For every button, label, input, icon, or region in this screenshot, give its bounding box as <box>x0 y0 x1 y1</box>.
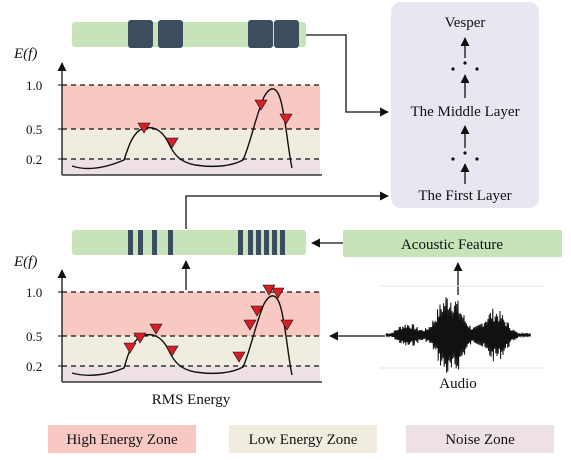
top-energy-plot: E(f) 1.0 0.5 0.2 <box>13 46 322 176</box>
vesper-label: Vesper <box>445 15 486 31</box>
mask-block <box>152 230 157 255</box>
legend-high-swatch <box>48 425 196 453</box>
mask-block <box>138 230 143 255</box>
top-feature-bar <box>72 20 306 48</box>
peak-marker <box>137 122 151 134</box>
peak-marker <box>123 342 137 354</box>
peak-marker <box>250 305 264 317</box>
peak-marker <box>254 99 268 111</box>
high-energy-zone <box>62 292 320 336</box>
acoustic-feature-box <box>343 230 562 257</box>
peak-marker <box>149 323 163 335</box>
noise-zone <box>62 159 320 175</box>
legend-noise-swatch <box>406 425 554 453</box>
energy-curve <box>71 88 293 170</box>
connector-arrow <box>306 34 389 117</box>
peak-marker <box>271 287 285 299</box>
y-axis-label: E(f) <box>13 46 37 62</box>
x-axis-label: RMS Energy <box>152 392 231 408</box>
mask-block <box>256 230 261 255</box>
mask-block <box>264 230 269 255</box>
connector-arrow <box>185 191 389 229</box>
y-tick-label: 0.2 <box>26 152 42 167</box>
y-axis-label: E(f) <box>13 254 37 270</box>
y-tick-label: 0.2 <box>26 359 42 374</box>
legend-low-label: Low Energy Zone <box>249 432 358 448</box>
legend-high-label: High Energy Zone <box>66 432 178 448</box>
low-energy-zone <box>62 129 320 159</box>
mask-block <box>128 230 133 255</box>
low-energy-zone <box>62 336 320 366</box>
bottom-feature-bar <box>72 230 306 255</box>
peak-marker <box>165 345 179 357</box>
peak-marker <box>133 332 147 344</box>
peak-marker <box>279 113 293 125</box>
mask-block <box>168 230 173 255</box>
mask-block <box>248 230 253 255</box>
mask-block <box>238 230 243 255</box>
bottom-energy-plot: E(f) 1.0 0.5 0.2 RMS Energy <box>13 254 322 408</box>
y-tick-label: 1.0 <box>26 285 42 300</box>
first-layer-label: The First Layer <box>418 188 511 204</box>
y-tick-label: 0.5 <box>26 329 42 344</box>
y-tick-label: 0.5 <box>26 122 42 137</box>
y-tick-label: 1.0 <box>26 78 42 93</box>
peak-marker <box>243 319 257 331</box>
model-box: Vesper The Middle Layer The First Layer <box>391 2 539 208</box>
mask-block <box>274 20 299 48</box>
energy-curve <box>71 295 293 376</box>
legend-noise-label: Noise Zone <box>445 432 515 448</box>
audio-label: Audio <box>439 376 477 392</box>
peak-marker <box>280 319 294 331</box>
peak-marker <box>232 351 246 363</box>
legend-low-swatch <box>229 425 377 453</box>
high-energy-zone <box>62 85 320 129</box>
noise-zone <box>62 366 320 382</box>
legend: High Energy Zone Low Energy Zone Noise Z… <box>48 425 554 453</box>
mask-block <box>128 20 153 48</box>
middle-layer-label: The Middle Layer <box>410 104 519 120</box>
acoustic-feature-label: Acoustic Feature <box>401 237 503 253</box>
peak-marker <box>262 284 276 296</box>
mask-block <box>248 20 273 48</box>
mask-block <box>272 230 277 255</box>
mask-block <box>158 20 183 48</box>
mask-block <box>280 230 285 255</box>
audio-waveform <box>380 285 545 373</box>
peak-marker <box>165 137 179 149</box>
